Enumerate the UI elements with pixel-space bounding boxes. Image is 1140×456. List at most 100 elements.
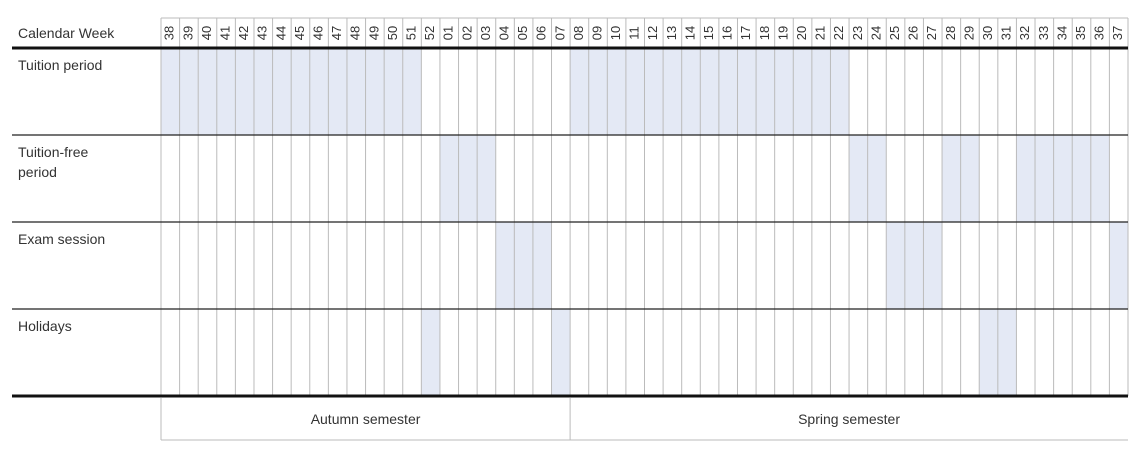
- week-label: 51: [403, 26, 418, 40]
- week-label: 16: [720, 26, 735, 40]
- week-label: 09: [589, 26, 604, 40]
- shaded-cell: [625, 48, 645, 135]
- week-label: 25: [887, 26, 902, 40]
- week-label: 49: [366, 26, 381, 40]
- week-label: 46: [311, 26, 326, 40]
- shaded-cell: [663, 48, 682, 135]
- week-label: 18: [757, 26, 772, 40]
- shaded-cell: [514, 222, 533, 309]
- week-label: 43: [255, 26, 270, 40]
- week-label: 48: [348, 26, 363, 40]
- shaded-cell: [458, 135, 478, 222]
- shaded-cell: [346, 48, 366, 135]
- week-label: 45: [292, 26, 307, 40]
- shaded-cell: [923, 222, 943, 309]
- shaded-cell: [551, 309, 571, 396]
- shaded-cell: [1035, 135, 1054, 222]
- shaded-cell: [309, 48, 329, 135]
- week-label: 11: [627, 26, 642, 40]
- shaded-cell: [1090, 135, 1110, 222]
- shaded-cell: [198, 48, 217, 135]
- shaded-cell: [161, 48, 180, 135]
- week-label: 44: [273, 26, 288, 40]
- week-label: 47: [329, 26, 344, 40]
- week-label: 06: [534, 26, 549, 40]
- shaded-cell: [607, 48, 626, 135]
- week-label: 03: [478, 26, 493, 40]
- shaded-cell: [477, 135, 496, 222]
- shaded-cell: [253, 48, 273, 135]
- shaded-cell: [756, 48, 775, 135]
- row-label: Holidays: [18, 318, 72, 334]
- week-label: 41: [218, 26, 233, 40]
- week-label: 10: [608, 26, 623, 40]
- week-label: 32: [1017, 26, 1032, 40]
- shaded-cell: [272, 48, 292, 135]
- shaded-cell: [495, 222, 515, 309]
- week-label: 17: [738, 26, 753, 40]
- shaded-cell: [1109, 222, 1128, 309]
- week-label: 08: [571, 26, 586, 40]
- week-label: 37: [1110, 26, 1125, 40]
- week-label: 21: [813, 26, 828, 40]
- shaded-cell: [588, 48, 608, 135]
- shaded-cell: [532, 222, 552, 309]
- shaded-cell: [811, 48, 831, 135]
- week-label: 33: [1036, 26, 1051, 40]
- week-label: 05: [515, 26, 530, 40]
- semester-label: Spring semester: [798, 411, 900, 427]
- row-label-line: period: [18, 164, 57, 180]
- shaded-cell: [216, 48, 236, 135]
- header-title: Calendar Week: [18, 25, 115, 41]
- shaded-cell: [644, 48, 664, 135]
- shaded-cell: [997, 309, 1017, 396]
- shaded-cell: [942, 135, 961, 222]
- week-label: 20: [794, 26, 809, 40]
- shaded-cell: [793, 48, 812, 135]
- week-label: 35: [1073, 26, 1088, 40]
- shaded-cell: [365, 48, 385, 135]
- shaded-cell: [681, 48, 701, 135]
- shaded-cell: [384, 48, 403, 135]
- row-label: Tuition-free period: [18, 144, 89, 180]
- week-label: 31: [999, 26, 1014, 40]
- shaded-cell: [737, 48, 757, 135]
- row-label: Tuition period: [18, 57, 102, 73]
- shaded-cell: [960, 135, 980, 222]
- semester-label: Autumn semester: [311, 411, 421, 427]
- week-label: 40: [199, 26, 214, 40]
- week-label: 15: [701, 26, 716, 40]
- shaded-cell: [849, 135, 868, 222]
- shaded-cell: [179, 48, 199, 135]
- shaded-cell: [439, 135, 459, 222]
- week-label: 26: [906, 26, 921, 40]
- week-label: 52: [422, 26, 437, 40]
- row-label: Exam session: [18, 231, 105, 247]
- week-label: 22: [831, 26, 846, 40]
- week-label: 04: [496, 26, 511, 40]
- shaded-cell: [235, 48, 254, 135]
- week-label: 36: [1092, 26, 1107, 40]
- shaded-cell: [421, 309, 440, 396]
- shaded-cell: [867, 135, 887, 222]
- week-label: 02: [459, 26, 474, 40]
- row-label-line: Tuition-free: [18, 144, 89, 160]
- shaded-cell: [774, 48, 794, 135]
- shaded-cell: [830, 48, 850, 135]
- week-label: 19: [775, 26, 790, 40]
- week-label: 42: [236, 26, 251, 40]
- shaded-cell: [1053, 135, 1073, 222]
- shaded-cell: [570, 48, 589, 135]
- week-label: 24: [868, 26, 883, 40]
- week-label: 34: [1054, 26, 1069, 40]
- week-label: 01: [441, 26, 456, 40]
- shaded-cell: [700, 48, 719, 135]
- shaded-cell: [718, 48, 738, 135]
- week-label: 23: [850, 26, 865, 40]
- week-label: 13: [664, 26, 679, 40]
- shaded-cell: [1016, 135, 1036, 222]
- shaded-cell: [979, 309, 998, 396]
- week-label: 28: [943, 26, 958, 40]
- week-label: 27: [924, 26, 939, 40]
